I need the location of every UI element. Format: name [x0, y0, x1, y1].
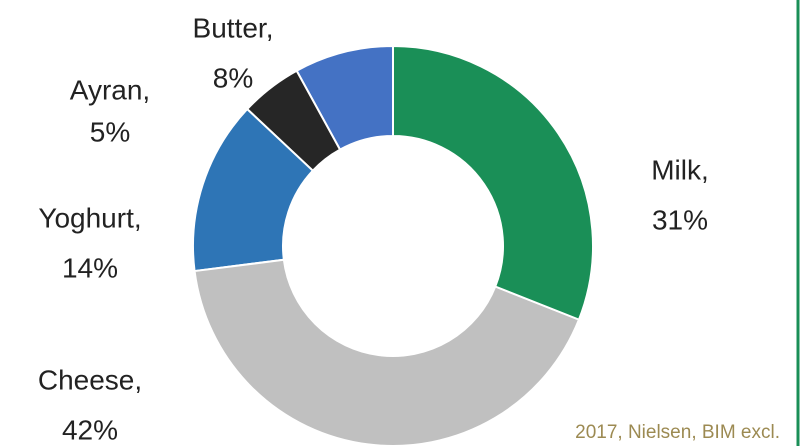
value-label: 5% [90, 116, 130, 147]
donut-segment [392, 44, 594, 321]
value-label: 14% [62, 252, 118, 283]
category-label: Butter, [193, 12, 274, 43]
value-label: 31% [652, 204, 708, 235]
category-label: Milk, [651, 154, 709, 185]
value-label: 42% [62, 414, 118, 445]
donut-segment [193, 258, 581, 446]
donut-segment [245, 69, 342, 173]
category-label: Cheese, [38, 364, 142, 395]
donut-segment [192, 107, 315, 273]
category-label: Ayran, [70, 74, 150, 105]
footnote: 2017, Nielsen, BIM excl. [575, 422, 780, 443]
category-label: Yoghurt, [38, 202, 141, 233]
value-label: 8% [213, 62, 253, 93]
